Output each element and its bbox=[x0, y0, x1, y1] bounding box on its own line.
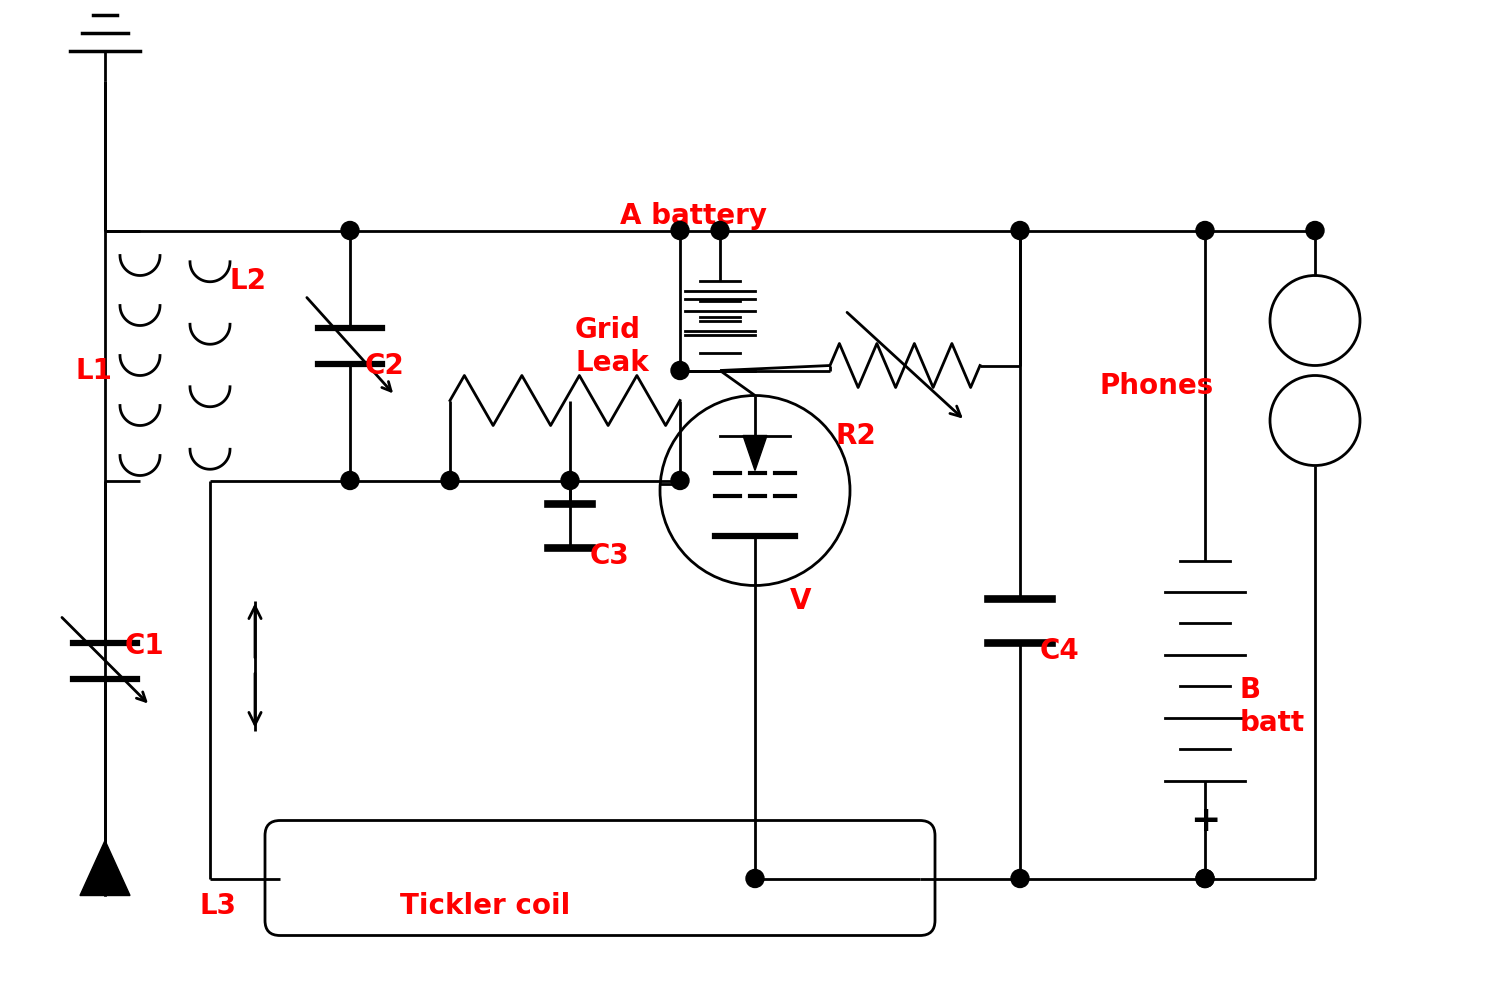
Text: Phones: Phones bbox=[1100, 372, 1215, 400]
Text: R2: R2 bbox=[836, 422, 876, 450]
Text: B
batt: B batt bbox=[1240, 675, 1305, 735]
Circle shape bbox=[340, 472, 358, 490]
Circle shape bbox=[711, 222, 729, 240]
Text: V: V bbox=[790, 587, 812, 615]
Circle shape bbox=[1306, 222, 1324, 240]
Text: L3: L3 bbox=[200, 892, 237, 920]
Text: C3: C3 bbox=[590, 542, 630, 570]
Text: C4: C4 bbox=[1040, 637, 1080, 665]
Text: +: + bbox=[1190, 804, 1219, 838]
Circle shape bbox=[670, 362, 688, 380]
Text: C1: C1 bbox=[124, 632, 165, 660]
Text: Grid
Leak: Grid Leak bbox=[574, 316, 648, 377]
Text: L1: L1 bbox=[75, 357, 112, 385]
Circle shape bbox=[441, 472, 459, 490]
Circle shape bbox=[670, 222, 688, 240]
Circle shape bbox=[1011, 870, 1029, 888]
Text: C2: C2 bbox=[364, 352, 405, 380]
Polygon shape bbox=[742, 436, 766, 471]
Circle shape bbox=[561, 472, 579, 490]
Circle shape bbox=[1196, 870, 1214, 888]
Circle shape bbox=[1196, 222, 1214, 240]
Text: L2: L2 bbox=[230, 268, 267, 296]
Circle shape bbox=[1196, 870, 1214, 888]
Circle shape bbox=[1011, 222, 1029, 240]
Circle shape bbox=[746, 870, 764, 888]
Polygon shape bbox=[80, 841, 130, 896]
Text: Tickler coil: Tickler coil bbox=[400, 892, 570, 920]
Circle shape bbox=[340, 222, 358, 240]
Text: A battery: A battery bbox=[620, 202, 766, 230]
Circle shape bbox=[670, 472, 688, 490]
